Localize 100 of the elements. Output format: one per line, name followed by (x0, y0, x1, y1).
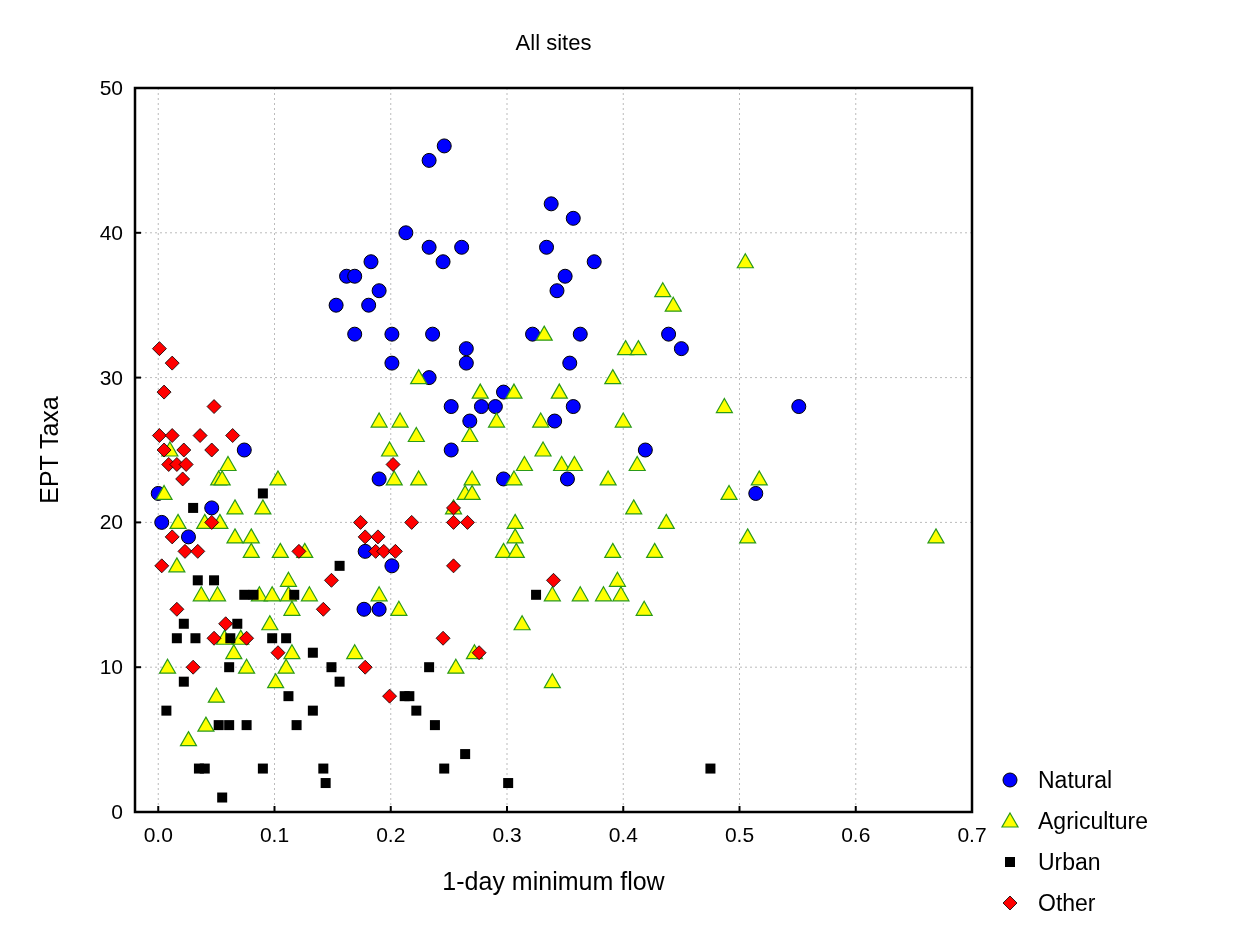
point (404, 691, 415, 702)
point (225, 428, 241, 443)
point (178, 618, 189, 629)
point (436, 138, 452, 154)
point (178, 457, 194, 472)
point (371, 471, 387, 487)
point (232, 618, 243, 629)
point (356, 601, 372, 617)
point (171, 633, 182, 644)
point (404, 515, 420, 530)
point (281, 633, 292, 644)
point (334, 560, 345, 571)
point (361, 297, 377, 313)
point (531, 589, 542, 600)
point (154, 558, 170, 574)
point (213, 720, 224, 731)
point (543, 196, 559, 212)
x-tick-label: 0.7 (957, 823, 987, 846)
point (546, 572, 561, 588)
point (637, 442, 653, 458)
point (199, 763, 210, 774)
point (164, 428, 180, 443)
point (458, 355, 474, 371)
point (204, 515, 220, 530)
point (454, 239, 470, 255)
point (175, 471, 191, 487)
point (549, 283, 565, 299)
point (443, 399, 459, 415)
point (382, 688, 397, 704)
point (204, 500, 220, 516)
point (559, 471, 575, 487)
point (239, 589, 250, 600)
point (572, 326, 588, 342)
point (363, 254, 379, 270)
point (192, 428, 208, 443)
point (357, 529, 373, 545)
point (503, 778, 514, 789)
point (357, 659, 373, 675)
point (283, 691, 294, 702)
x-tick-label: 0.3 (492, 823, 522, 846)
point (315, 601, 331, 617)
point (460, 749, 471, 760)
point (334, 676, 345, 687)
point (565, 399, 581, 415)
point (180, 529, 196, 545)
point (161, 705, 172, 716)
x-tick-label: 0.4 (608, 823, 639, 846)
point (429, 720, 440, 731)
point (154, 514, 170, 530)
point (156, 442, 172, 458)
point (435, 630, 451, 646)
legend-label: Urban (1038, 849, 1101, 875)
point (204, 442, 220, 458)
point (217, 792, 228, 803)
y-tick-label: 0 (111, 800, 123, 823)
point (525, 326, 541, 342)
legend-label: Agriculture (1038, 808, 1148, 834)
point (388, 543, 403, 559)
point (169, 601, 185, 617)
point (164, 355, 180, 371)
y-tick-label: 10 (99, 655, 123, 679)
x-tick-label: 0.0 (143, 823, 173, 846)
legend-label: Natural (1038, 767, 1113, 793)
point (156, 384, 172, 400)
point (376, 543, 392, 559)
point (421, 152, 437, 168)
chart-title: All sites (515, 30, 592, 55)
point (446, 558, 461, 574)
point (347, 268, 363, 284)
point (257, 763, 268, 774)
point (328, 297, 344, 313)
point (347, 326, 363, 342)
point (190, 543, 206, 559)
point (425, 326, 441, 342)
point (177, 543, 193, 559)
point (443, 442, 459, 458)
point (218, 616, 234, 632)
point (357, 543, 373, 559)
point (326, 662, 337, 673)
y-tick-label: 20 (99, 510, 123, 534)
point (176, 442, 192, 458)
point (239, 630, 254, 646)
point (225, 633, 236, 644)
x-tick-label: 0.5 (724, 823, 755, 846)
point (257, 488, 268, 499)
point (565, 210, 581, 226)
point (398, 225, 414, 241)
point (557, 268, 573, 284)
x-tick-label: 0.6 (841, 823, 871, 846)
point (188, 502, 199, 513)
point (791, 399, 807, 415)
point (673, 341, 689, 357)
point (411, 705, 422, 716)
point (458, 341, 474, 357)
point (320, 778, 331, 789)
point (384, 326, 400, 342)
point (178, 676, 189, 687)
point (241, 720, 252, 731)
point (473, 399, 489, 415)
point (353, 515, 368, 530)
